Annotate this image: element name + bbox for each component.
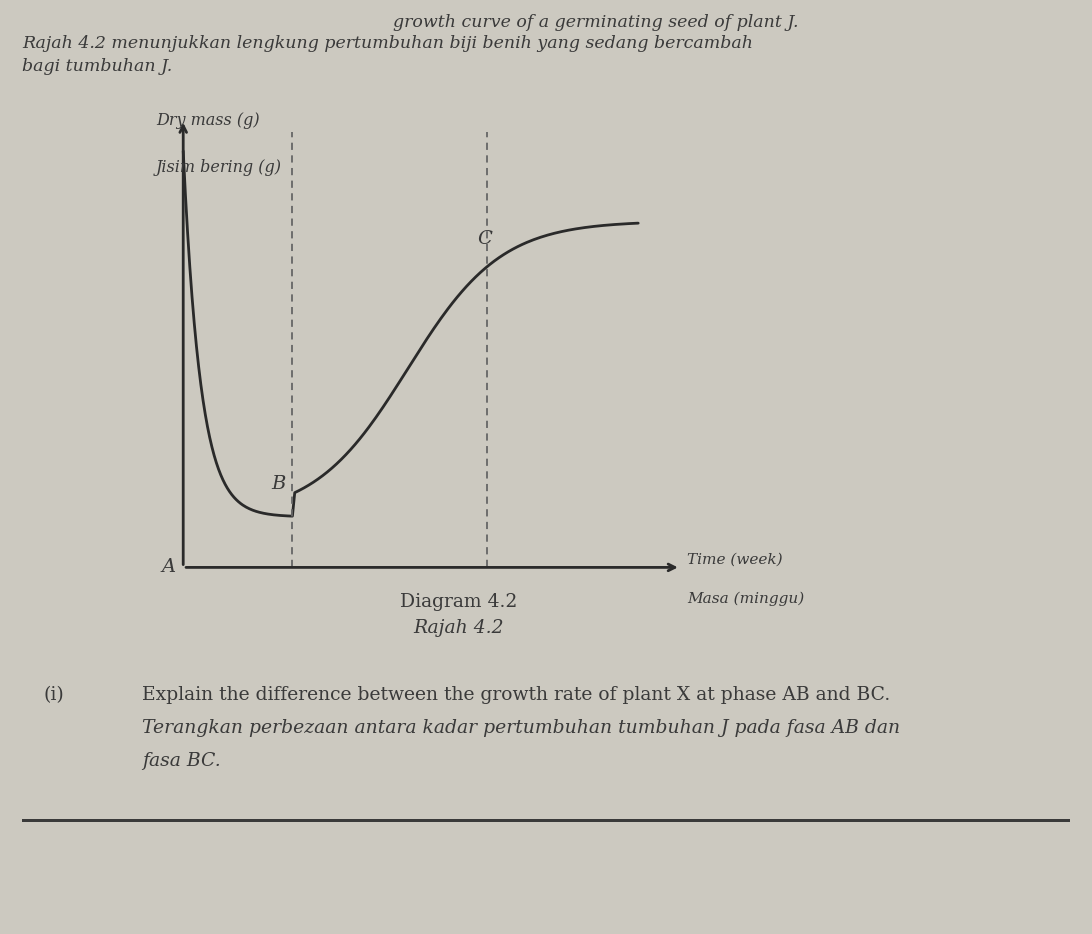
Text: Dry mass (g): Dry mass (g) xyxy=(156,112,260,129)
Text: B: B xyxy=(271,475,285,493)
Text: Terangkan perbezaan antara kadar pertumbuhan tumbuhan J pada fasa AB dan: Terangkan perbezaan antara kadar pertumb… xyxy=(142,719,900,737)
Text: C: C xyxy=(477,230,492,248)
Text: bagi tumbuhan J.: bagi tumbuhan J. xyxy=(22,58,173,75)
Text: A: A xyxy=(162,559,176,576)
Text: Masa (minggu): Masa (minggu) xyxy=(687,591,804,606)
Text: Rajah 4.2 menunjukkan lengkung pertumbuhan biji benih yang sedang bercambah: Rajah 4.2 menunjukkan lengkung pertumbuh… xyxy=(22,35,752,52)
Text: fasa BC.: fasa BC. xyxy=(142,752,221,770)
Text: (i): (i) xyxy=(44,686,64,704)
Text: Jisim bering (g): Jisim bering (g) xyxy=(156,159,282,176)
Text: Time (week): Time (week) xyxy=(687,553,782,567)
Text: growth curve of a germinating seed of plant J.: growth curve of a germinating seed of pl… xyxy=(393,14,798,31)
Text: Rajah 4.2: Rajah 4.2 xyxy=(414,619,503,637)
Text: Explain the difference between the growth rate of plant X at phase AB and BC.: Explain the difference between the growt… xyxy=(142,686,890,704)
Text: Diagram 4.2: Diagram 4.2 xyxy=(400,593,518,611)
